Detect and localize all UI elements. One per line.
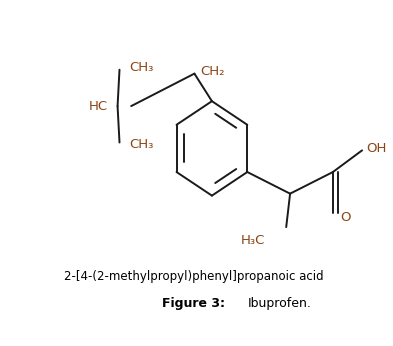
Text: Figure 3:: Figure 3: (162, 297, 225, 310)
Text: CH₃: CH₃ (129, 61, 154, 74)
Text: HC: HC (89, 100, 108, 112)
Text: Ibuprofen.: Ibuprofen. (248, 297, 312, 310)
Text: 2-[4-(2-methylpropyl)phenyl]propanoic acid: 2-[4-(2-methylpropyl)phenyl]propanoic ac… (64, 270, 323, 283)
Text: CH₃: CH₃ (129, 138, 154, 151)
Text: OH: OH (366, 142, 386, 155)
Text: O: O (341, 211, 351, 224)
Text: CH₂: CH₂ (200, 65, 225, 78)
Text: H₃C: H₃C (241, 234, 265, 247)
